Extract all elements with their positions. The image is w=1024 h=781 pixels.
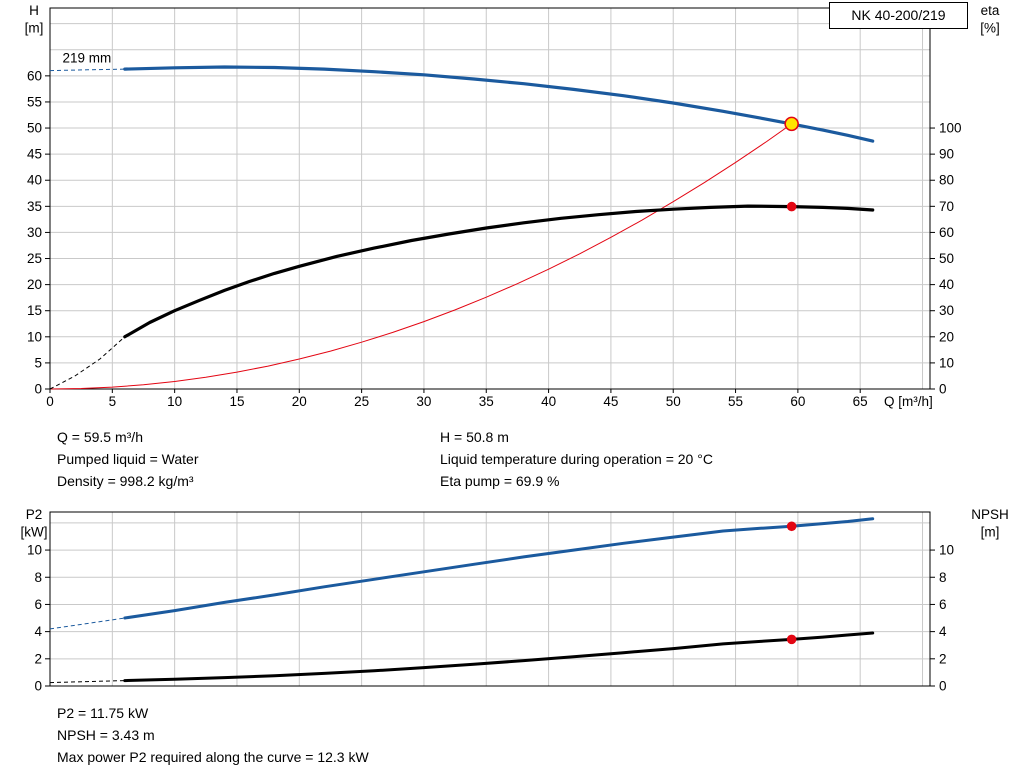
y-left-tick-label: 60 (27, 68, 42, 83)
x-tick-label: 40 (541, 394, 556, 409)
pump-model-box: NK 40-200/219 (829, 2, 968, 29)
impeller-diameter-label: 219 mm (62, 50, 111, 65)
density-readout: Density = 998.2 kg/m³ (57, 473, 194, 489)
y-right-tick-label: 40 (939, 277, 954, 292)
pumped-liquid-readout: Pumped liquid = Water (57, 451, 199, 467)
x-tick-label: 25 (354, 394, 369, 409)
x-tick-label: 45 (603, 394, 618, 409)
x-tick-label: 15 (229, 394, 244, 409)
y-left-tick-label: 0 (34, 679, 42, 694)
power-npsh-info: P2 = 11.75 kW NPSH = 3.43 m Max power P2… (57, 702, 369, 768)
x-tick-label: 5 (109, 394, 117, 409)
y-left-tick-label: 10 (27, 543, 42, 558)
x-tick-label: 50 (666, 394, 681, 409)
power-point-marker (786, 521, 797, 532)
y-left-tick-label: 40 (27, 173, 42, 188)
y-right-tick-label: 30 (939, 303, 954, 318)
npsh-curve (123, 631, 875, 683)
y-left-tick-label: 8 (34, 570, 42, 585)
y-right-tick-label: 50 (939, 251, 954, 266)
y-left-tick-label: 25 (27, 251, 42, 266)
y-left-tick-label: 20 (27, 277, 42, 292)
y-right-tick-label: 20 (939, 329, 954, 344)
x-axis-title: Q [m³/h] (884, 394, 933, 409)
y-left-tick-label: 30 (27, 225, 42, 240)
efficiency-curve-extension (49, 336, 126, 390)
y-right-tick-label: 4 (939, 624, 947, 639)
grid (50, 512, 930, 686)
x-tick-label: 55 (728, 394, 743, 409)
grid (50, 8, 930, 389)
liquid-temperature-readout: Liquid temperature during operation = 20… (440, 451, 713, 467)
plot-border (49, 511, 931, 687)
y-left-axis-title: [m] (25, 21, 44, 36)
npsh-curve-extension (49, 680, 125, 684)
y-right-tick-label: 0 (939, 382, 947, 397)
y-left-tick-label: 35 (27, 199, 42, 214)
y-right-tick-label: 0 (939, 679, 947, 694)
y-left-axis-title: P2 (26, 507, 43, 522)
y-left-tick-label: 55 (27, 94, 42, 109)
y-left-axis-title: H (29, 3, 39, 18)
p2-readout: P2 = 11.75 kW (57, 705, 149, 721)
y-right-axis-title: [m] (981, 525, 1000, 540)
power-curve-extension (49, 617, 125, 630)
axis-ticks: 0 2 4 6 8 10 0 2 4 6 8 10 (27, 543, 954, 694)
x-tick-label: 20 (292, 394, 307, 409)
x-tick-label: 10 (167, 394, 182, 409)
head-curve-extension (49, 68, 125, 72)
y-left-tick-label: 15 (27, 303, 42, 318)
eta-pump-readout: Eta pump = 69.9 % (440, 473, 560, 489)
qh-chart: 0510152025303540455055600102030405060708… (25, 3, 1000, 409)
y-right-tick-label: 6 (939, 597, 947, 612)
y-right-tick-label: 10 (939, 543, 954, 558)
y-left-tick-label: 0 (34, 382, 42, 397)
axis-ticks: 0510152025303540455055600102030405060708… (27, 68, 962, 409)
y-right-tick-label: 8 (939, 570, 947, 585)
y-right-tick-label: 80 (939, 173, 954, 188)
y-left-tick-label: 2 (34, 651, 42, 666)
x-tick-label: 65 (853, 394, 868, 409)
y-right-tick-label: 70 (939, 199, 954, 214)
y-left-tick-label: 50 (27, 121, 42, 136)
y-left-tick-label: 45 (27, 147, 42, 162)
y-left-tick-label: 10 (27, 329, 42, 344)
y-right-tick-label: 2 (939, 651, 947, 666)
npsh-point-marker (786, 634, 797, 645)
power-curve (123, 517, 875, 620)
system-curve (49, 123, 793, 390)
y-left-tick-label: 6 (34, 597, 42, 612)
x-tick-label: 60 (790, 394, 805, 409)
y-right-tick-label: 100 (939, 121, 962, 136)
plot-border (49, 7, 931, 390)
y-right-axis-title: [%] (980, 21, 1000, 36)
operating-info-column-1: Q = 59.5 m³/h Pumped liquid = Water Dens… (57, 426, 199, 492)
x-tick-label: 35 (479, 394, 494, 409)
y-left-axis-title: [kW] (21, 525, 48, 540)
duty-point-marker (784, 116, 799, 132)
y-right-tick-label: 90 (939, 147, 954, 162)
x-tick-label: 0 (46, 394, 54, 409)
pump-model-label: NK 40-200/219 (851, 7, 946, 23)
p2-npsh-chart: 0 2 4 6 8 10 0 2 4 6 8 10 P2 [kW] NPSH [m] (21, 507, 1009, 694)
y-left-tick-label: 5 (34, 355, 42, 370)
max-power-readout: Max power P2 required along the curve = … (57, 749, 369, 765)
efficiency-curve (123, 204, 875, 339)
y-left-tick-label: 4 (34, 624, 42, 639)
y-right-axis-title: NPSH (971, 507, 1009, 522)
y-right-axis-title: eta (981, 3, 1000, 18)
y-right-tick-label: 10 (939, 355, 954, 370)
npsh-readout: NPSH = 3.43 m (57, 727, 155, 743)
y-right-tick-label: 60 (939, 225, 954, 240)
operating-info-column-2: H = 50.8 m Liquid temperature during ope… (440, 426, 713, 492)
flow-readout: Q = 59.5 m³/h (57, 429, 143, 445)
head-readout: H = 50.8 m (440, 429, 509, 445)
efficiency-point-marker (786, 201, 797, 212)
x-tick-label: 30 (416, 394, 431, 409)
